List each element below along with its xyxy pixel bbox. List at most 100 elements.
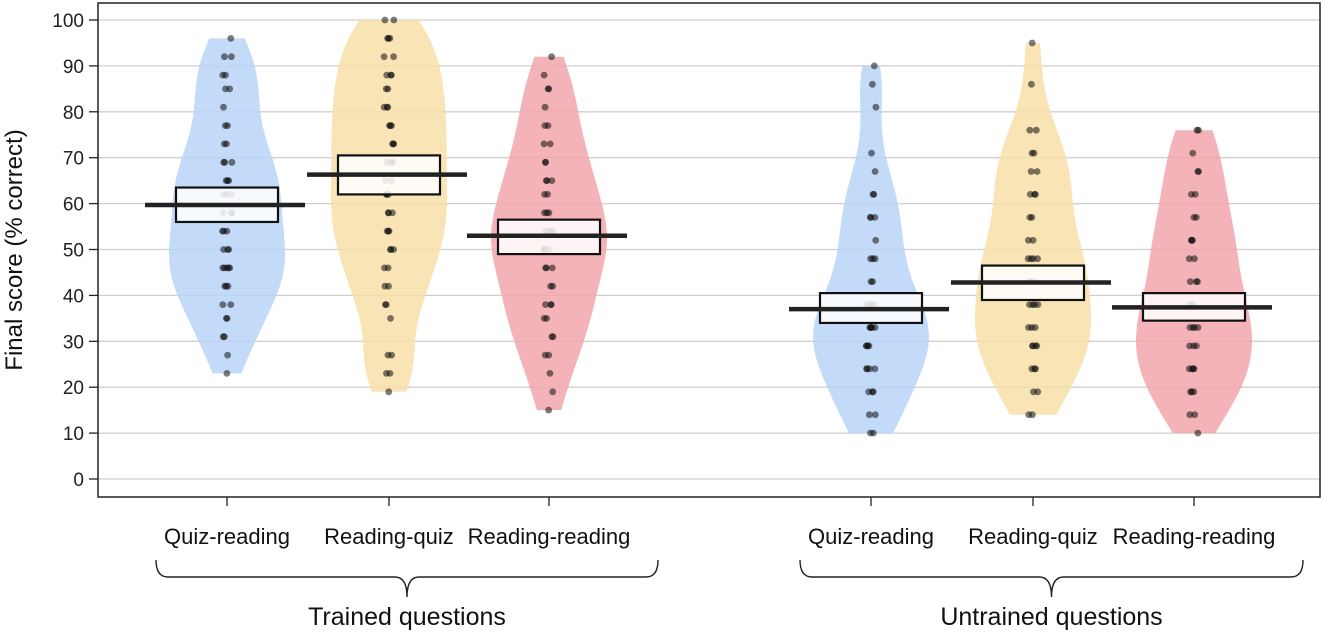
data-point [386, 122, 393, 129]
x-tick-label: Reading-quiz [968, 524, 1098, 549]
x-tick-label: Reading-reading [468, 524, 631, 549]
data-point [1191, 191, 1199, 198]
data-point [1026, 214, 1034, 221]
data-point [546, 140, 554, 148]
data-point [388, 71, 395, 79]
data-point [1025, 236, 1032, 244]
data-point [865, 388, 873, 396]
y-tick-label: 40 [63, 286, 84, 307]
data-point [382, 301, 390, 308]
data-point [1186, 411, 1194, 419]
data-point [389, 140, 396, 148]
violins [169, 20, 1252, 434]
data-point [544, 85, 552, 93]
data-point [228, 158, 236, 166]
data-point [544, 122, 552, 129]
data-point [385, 227, 393, 235]
data-point [1026, 191, 1034, 198]
data-point [1191, 255, 1198, 263]
data-point [542, 158, 549, 166]
data-point [546, 370, 554, 377]
y-tick-label: 10 [63, 424, 84, 445]
data-point [385, 209, 392, 217]
data-point [221, 122, 229, 129]
data-point [543, 177, 551, 185]
data-point [1033, 168, 1041, 175]
data-point [220, 103, 227, 111]
y-tick-label: 70 [63, 149, 84, 170]
data-point [1032, 365, 1039, 373]
data-point [1030, 388, 1037, 396]
data-point [224, 246, 232, 253]
data-point [1027, 168, 1035, 175]
y-tick-label: 0 [73, 470, 84, 491]
data-point [219, 71, 227, 79]
data-point [1194, 278, 1201, 285]
y-tick-label: 100 [52, 11, 84, 32]
group-brace [799, 559, 1304, 598]
data-point [390, 16, 398, 24]
x-tick-label: Quiz-reading [164, 524, 290, 549]
violin [975, 43, 1091, 415]
data-point [549, 388, 557, 396]
data-point [1033, 342, 1041, 350]
data-point [548, 53, 555, 61]
data-point [384, 85, 392, 93]
data-point [1025, 411, 1033, 419]
data-point [871, 365, 879, 373]
data-point [1193, 126, 1201, 134]
data-point [871, 168, 879, 175]
data-point [545, 209, 553, 217]
data-point [870, 62, 878, 70]
group-label: Trained questions [308, 603, 506, 631]
data-point [1190, 214, 1198, 221]
data-point [1031, 301, 1038, 308]
data-point [871, 411, 879, 419]
data-point [387, 315, 394, 322]
data-point [868, 149, 875, 157]
group-label: Untrained questions [940, 603, 1162, 631]
data-point [223, 370, 231, 377]
x-tick-label: Quiz-reading [808, 524, 934, 549]
data-point [540, 315, 548, 322]
data-point [1191, 411, 1199, 419]
data-point [872, 103, 880, 111]
data-point [870, 429, 877, 437]
data-point [544, 191, 551, 198]
y-tick-label: 20 [63, 378, 84, 399]
data-point [548, 264, 556, 272]
data-point [384, 264, 392, 272]
data-point [1028, 324, 1036, 331]
data-point [1028, 80, 1035, 88]
data-point [1028, 39, 1036, 47]
data-point [1032, 126, 1040, 134]
data-point [388, 351, 395, 359]
data-point [1190, 342, 1197, 350]
data-point [862, 342, 870, 350]
data-point [1189, 324, 1197, 331]
data-point [222, 85, 229, 93]
data-point [540, 140, 548, 148]
data-point [221, 282, 229, 290]
data-point [867, 255, 874, 263]
data-point [549, 282, 557, 290]
data-point [542, 264, 550, 272]
data-point [386, 370, 394, 377]
data-point [1188, 388, 1195, 396]
group-brace [155, 559, 659, 598]
data-point [867, 278, 875, 285]
violin [331, 20, 447, 392]
data-point [227, 35, 235, 42]
data-point [540, 71, 548, 79]
data-point [869, 80, 876, 88]
data-point [1186, 278, 1194, 285]
data-point [1026, 126, 1034, 134]
data-point [548, 177, 556, 185]
data-point [870, 191, 878, 198]
x-tick-label: Reading-quiz [324, 524, 454, 549]
data-point [1187, 236, 1195, 244]
data-point [1194, 324, 1202, 331]
y-tick-label: 80 [63, 103, 84, 124]
x-axis: Quiz-reading Reading-quiz Reading-reading T… [155, 497, 1304, 631]
